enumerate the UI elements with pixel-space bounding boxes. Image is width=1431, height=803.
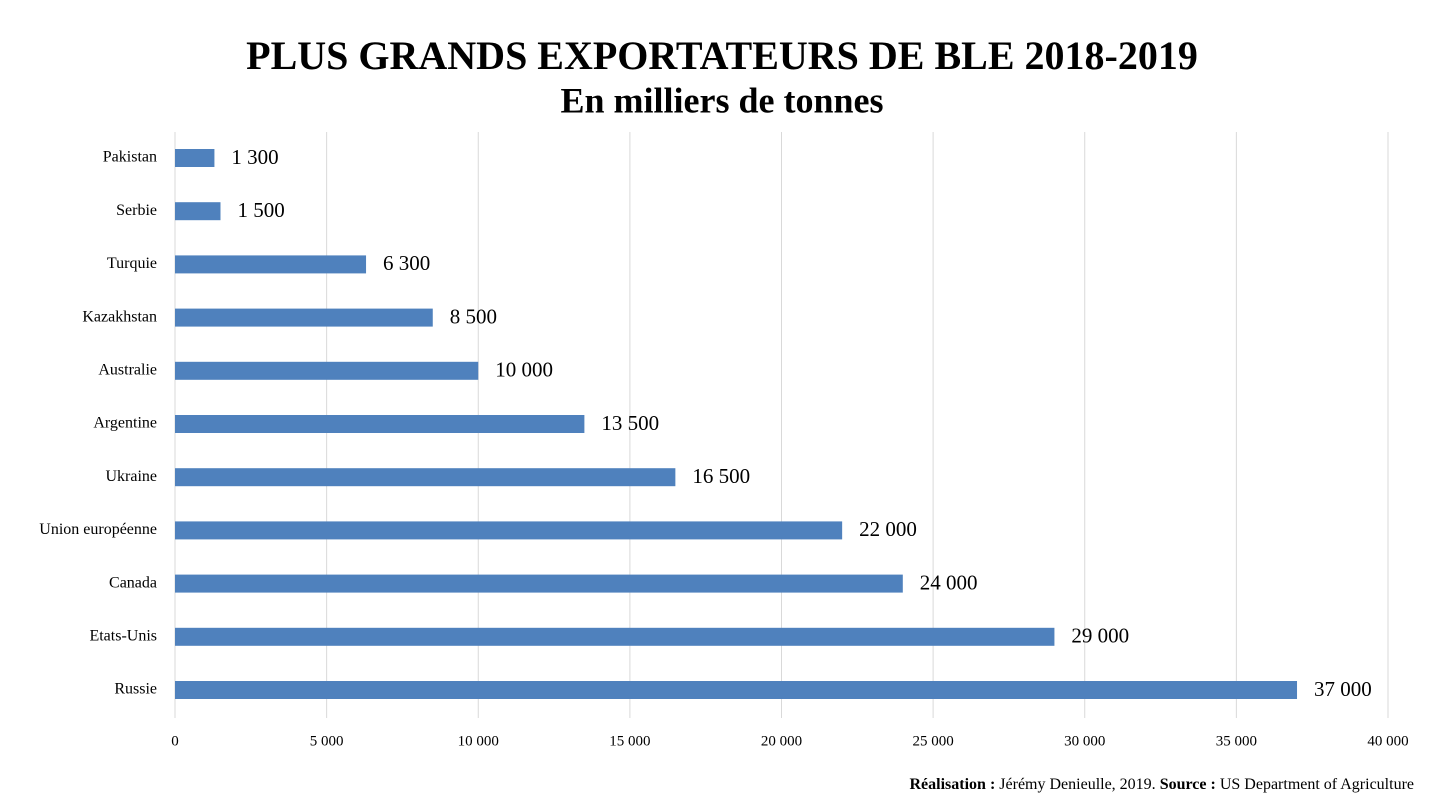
y-tick-label: Kazakhstan (82, 308, 157, 325)
bar (175, 468, 676, 487)
value-label: 10 000 (495, 358, 553, 382)
x-tick-label: 30 000 (1064, 733, 1105, 749)
bar (175, 361, 479, 380)
y-tick-label: Australie (98, 361, 157, 378)
x-tick-label: 25 000 (913, 733, 954, 749)
value-label: 1 300 (231, 145, 278, 169)
source: US Department of Agriculture (1220, 776, 1414, 793)
x-tick-label: 15 000 (609, 733, 650, 749)
x-tick-label: 0 (171, 733, 179, 749)
bar (175, 202, 221, 221)
bar (175, 415, 585, 433)
bar (175, 149, 215, 167)
bar (175, 255, 367, 274)
bar (175, 574, 903, 593)
y-tick-label: Russie (114, 681, 157, 698)
credit: Jérémy Denieulle, 2019. (999, 776, 1155, 793)
y-tick-label: Turquie (107, 255, 157, 272)
value-label: 8 500 (450, 304, 497, 328)
x-tick-label: 20 000 (761, 733, 802, 749)
y-tick-label: Union européenne (39, 521, 157, 538)
x-tick-label: 5 000 (310, 733, 344, 749)
value-label: 37 000 (1314, 677, 1372, 701)
y-tick-label: Canada (109, 574, 157, 591)
x-tick-label: 35 000 (1216, 733, 1257, 749)
bar (175, 521, 843, 540)
y-tick-label: Ukraine (105, 468, 157, 485)
y-tick-label: Pakistan (103, 149, 157, 166)
chart-title: PLUS GRANDS EXPORTATEURS DE BLE 2018-201… (246, 33, 1198, 78)
x-tick-label: 10 000 (458, 733, 499, 749)
value-label: 16 500 (692, 464, 750, 488)
x-tick-label: 40 000 (1367, 733, 1408, 749)
footer: Réalisation : Jérémy Denieulle, 2019. So… (910, 776, 1415, 793)
value-label: 24 000 (920, 570, 978, 594)
bar (175, 308, 433, 327)
y-tick-label: Argentine (93, 415, 157, 432)
value-label: 22 000 (859, 517, 917, 541)
value-label: 6 300 (383, 251, 430, 275)
chart-subtitle: En milliers de tonnes (560, 80, 883, 120)
credit-label: Réalisation : (910, 776, 996, 793)
bar (175, 681, 1298, 699)
value-label: 13 500 (601, 411, 659, 435)
value-label: 29 000 (1071, 624, 1129, 648)
y-tick-label: Serbie (116, 202, 157, 219)
value-label: 1 500 (237, 198, 284, 222)
y-tick-label: Etats-Unis (89, 627, 157, 644)
bar (175, 627, 1055, 646)
source-label: Source : (1160, 776, 1216, 793)
